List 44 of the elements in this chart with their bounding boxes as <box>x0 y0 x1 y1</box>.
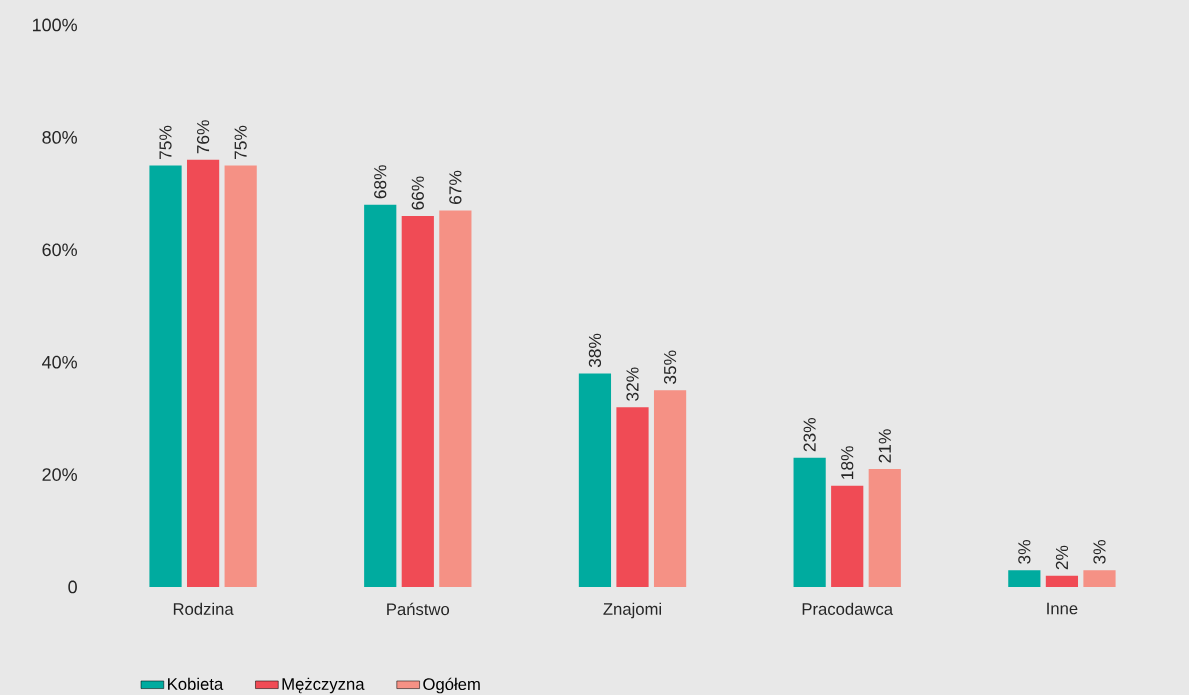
bar <box>149 165 182 587</box>
data-label: 2% <box>1055 545 1069 570</box>
bar <box>401 216 434 587</box>
y-tick-label: 40% <box>42 355 77 369</box>
bar <box>439 210 472 587</box>
data-label: 18% <box>841 446 854 479</box>
bar <box>653 390 687 587</box>
x-tick-label: Inne <box>1047 602 1078 615</box>
legend-label: Ogółem <box>423 677 480 694</box>
bar <box>831 485 864 587</box>
bar <box>364 204 397 587</box>
x-tick-label: Znajomi <box>603 602 661 619</box>
bar <box>793 457 826 587</box>
data-label: 35% <box>663 350 677 385</box>
bar <box>578 373 612 587</box>
x-tick-label: Rodzina <box>173 602 234 615</box>
y-tick-label: 0 <box>68 580 77 594</box>
bar <box>868 468 901 587</box>
y-tick-label: 100% <box>32 18 77 32</box>
data-label: 21% <box>878 429 891 463</box>
data-label: 76% <box>196 120 210 154</box>
data-label: 3% <box>1018 540 1031 564</box>
data-label: 38% <box>588 333 602 368</box>
y-tick-label: 20% <box>42 468 77 481</box>
legend-label: Kobieta <box>168 677 224 690</box>
data-label: 75% <box>159 125 172 159</box>
bar <box>1045 575 1079 587</box>
legend-label: Mężczyzna <box>282 677 365 694</box>
bar <box>186 159 220 587</box>
data-label: 75% <box>234 125 247 159</box>
bar <box>1083 570 1116 587</box>
bar <box>224 165 257 587</box>
data-label: 68% <box>374 165 387 199</box>
data-label: 3% <box>1093 540 1106 564</box>
data-label: 66% <box>411 176 424 210</box>
data-label: 23% <box>803 418 816 452</box>
x-tick-label: Pracodawca <box>802 602 894 615</box>
y-tick-label: 60% <box>42 243 77 257</box>
data-label: 32% <box>626 367 639 401</box>
data-label: 67% <box>449 170 462 204</box>
bar <box>1008 570 1041 587</box>
bar <box>616 407 649 587</box>
x-tick-label: Państwo <box>387 602 450 616</box>
y-tick-label: 80% <box>42 131 77 144</box>
